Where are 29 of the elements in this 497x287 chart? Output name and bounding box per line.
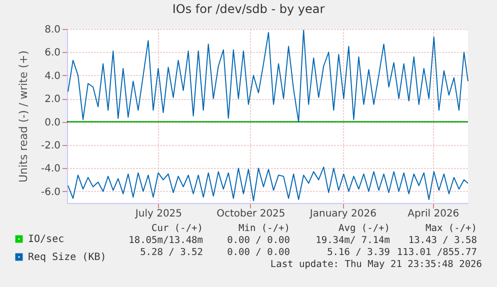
text: 0.00 / 0.00 [227,235,290,246]
x-tick-label: July 2025 [134,208,182,220]
y-tick-label: -2.0 [40,140,60,152]
text: 18.05m/13.48m [128,235,203,246]
x-tick-label: January 2026 [308,208,376,220]
y-axis-title: Units read (-) / write (+) [16,50,30,183]
y-tick-label: 4.0 [44,70,60,82]
y-tick-label: -6.0 [40,186,60,198]
text: 13.43 / 3.58 [408,235,477,246]
text: Cur (-/+) [152,223,203,234]
legend-label: Req Size (KB) [28,252,106,263]
x-tick-label: October 2025 [216,208,286,220]
y-tick-label: 0.0 [44,117,60,128]
y-tick-label: -4.0 [40,164,60,175]
text: Last update: Thu May 21 23:35:48 2026 [270,259,482,270]
chart-title: IOs for /dev/sdb - by year [172,2,325,16]
text: 5.16 / 3.39 [327,247,390,258]
text: 19.34m/ 7.14m [316,235,390,246]
text: Avg (-/+) [338,223,390,234]
text: Max (-/+) [426,223,477,234]
x-tick-label: April 2026 [408,208,460,220]
text: 0.00 / 0.00 [227,247,290,258]
text: Min (-/+) [238,223,290,234]
y-tick-label: 8.0 [44,24,60,36]
text: 113.01 /855.77 [396,247,477,258]
text: 5.28 / 3.52 [140,247,203,258]
legend-label: IO/sec [28,234,64,245]
y-tick-label: 2.0 [44,94,60,106]
y-tick-label: 6.0 [44,48,60,59]
